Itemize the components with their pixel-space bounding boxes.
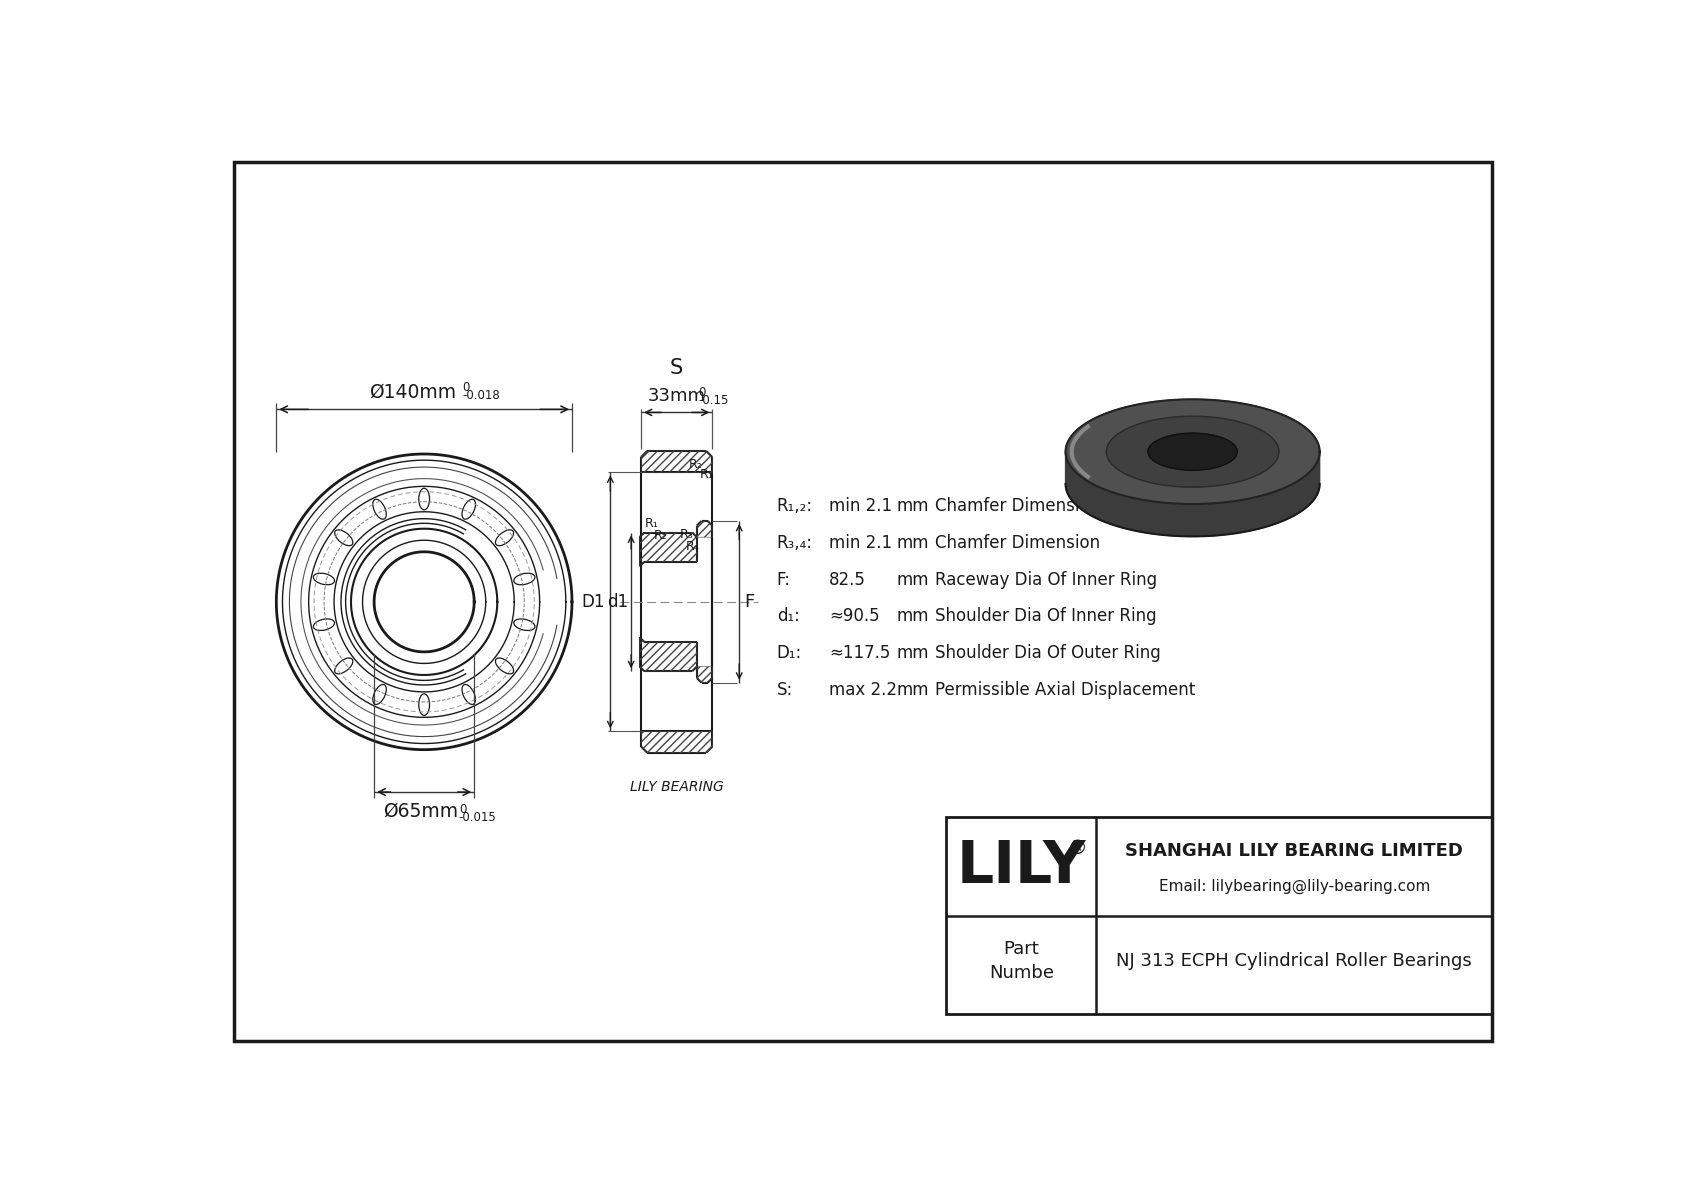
Polygon shape (1066, 399, 1320, 504)
Text: mm: mm (896, 644, 928, 662)
Text: LILY BEARING: LILY BEARING (630, 780, 724, 793)
Text: mm: mm (896, 607, 928, 625)
Text: 33mm: 33mm (648, 387, 706, 405)
Text: R₂: R₂ (653, 529, 667, 542)
Text: 0: 0 (463, 381, 470, 394)
Text: R₂: R₂ (689, 459, 702, 472)
Text: F: F (744, 593, 754, 611)
Text: Part
Numbe: Part Numbe (989, 940, 1054, 981)
Text: Shoulder Dia Of Inner Ring: Shoulder Dia Of Inner Ring (935, 607, 1157, 625)
Text: R₃,₄:: R₃,₄: (776, 534, 813, 551)
Text: d1: d1 (606, 593, 628, 611)
Text: min 2.1: min 2.1 (829, 497, 893, 515)
Text: -0.018: -0.018 (463, 388, 500, 401)
Text: -0.015: -0.015 (458, 811, 497, 823)
Bar (946, 817, 1492, 1014)
Text: LILY: LILY (957, 838, 1086, 894)
Text: F:: F: (776, 570, 791, 588)
Text: Raceway Dia Of Inner Ring: Raceway Dia Of Inner Ring (935, 570, 1157, 588)
Text: max 2.2: max 2.2 (829, 681, 898, 699)
Text: 0: 0 (458, 803, 466, 816)
Text: 0: 0 (699, 386, 706, 399)
Text: mm: mm (896, 497, 928, 515)
Text: Shoulder Dia Of Outer Ring: Shoulder Dia Of Outer Ring (935, 644, 1160, 662)
Text: S:: S: (776, 681, 793, 699)
Text: d₁:: d₁: (776, 607, 800, 625)
Text: SHANGHAI LILY BEARING LIMITED: SHANGHAI LILY BEARING LIMITED (1125, 842, 1463, 860)
Text: ≈90.5: ≈90.5 (829, 607, 879, 625)
Text: NJ 313 ECPH Cylindrical Roller Bearings: NJ 313 ECPH Cylindrical Roller Bearings (1116, 952, 1472, 969)
Polygon shape (1148, 451, 1238, 503)
Text: Chamfer Dimension: Chamfer Dimension (935, 497, 1100, 515)
Text: Permissible Axial Displacement: Permissible Axial Displacement (935, 681, 1196, 699)
Text: Ø65mm: Ø65mm (382, 802, 458, 821)
Text: min 2.1: min 2.1 (829, 534, 893, 551)
Text: R₁,₂:: R₁,₂: (776, 497, 813, 515)
Text: Email: lilybearing@lily-bearing.com: Email: lilybearing@lily-bearing.com (1159, 879, 1430, 893)
Text: ≈117.5: ≈117.5 (829, 644, 891, 662)
Text: D₁:: D₁: (776, 644, 802, 662)
Text: R₁: R₁ (701, 468, 714, 480)
Text: mm: mm (896, 681, 928, 699)
Text: R₁: R₁ (645, 517, 658, 530)
Text: ®: ® (1068, 838, 1086, 858)
Text: -0.15: -0.15 (699, 394, 729, 407)
Text: Ø140mm: Ø140mm (369, 382, 456, 401)
Text: mm: mm (896, 570, 928, 588)
Polygon shape (1106, 417, 1278, 487)
Text: Chamfer Dimension: Chamfer Dimension (935, 534, 1100, 551)
Text: D1: D1 (581, 593, 605, 611)
Text: S: S (670, 357, 684, 378)
Text: mm: mm (896, 534, 928, 551)
Text: 82.5: 82.5 (829, 570, 866, 588)
Polygon shape (1148, 434, 1238, 470)
Polygon shape (1066, 451, 1320, 536)
Text: R₄: R₄ (685, 540, 699, 553)
Text: R₃: R₃ (680, 528, 694, 541)
